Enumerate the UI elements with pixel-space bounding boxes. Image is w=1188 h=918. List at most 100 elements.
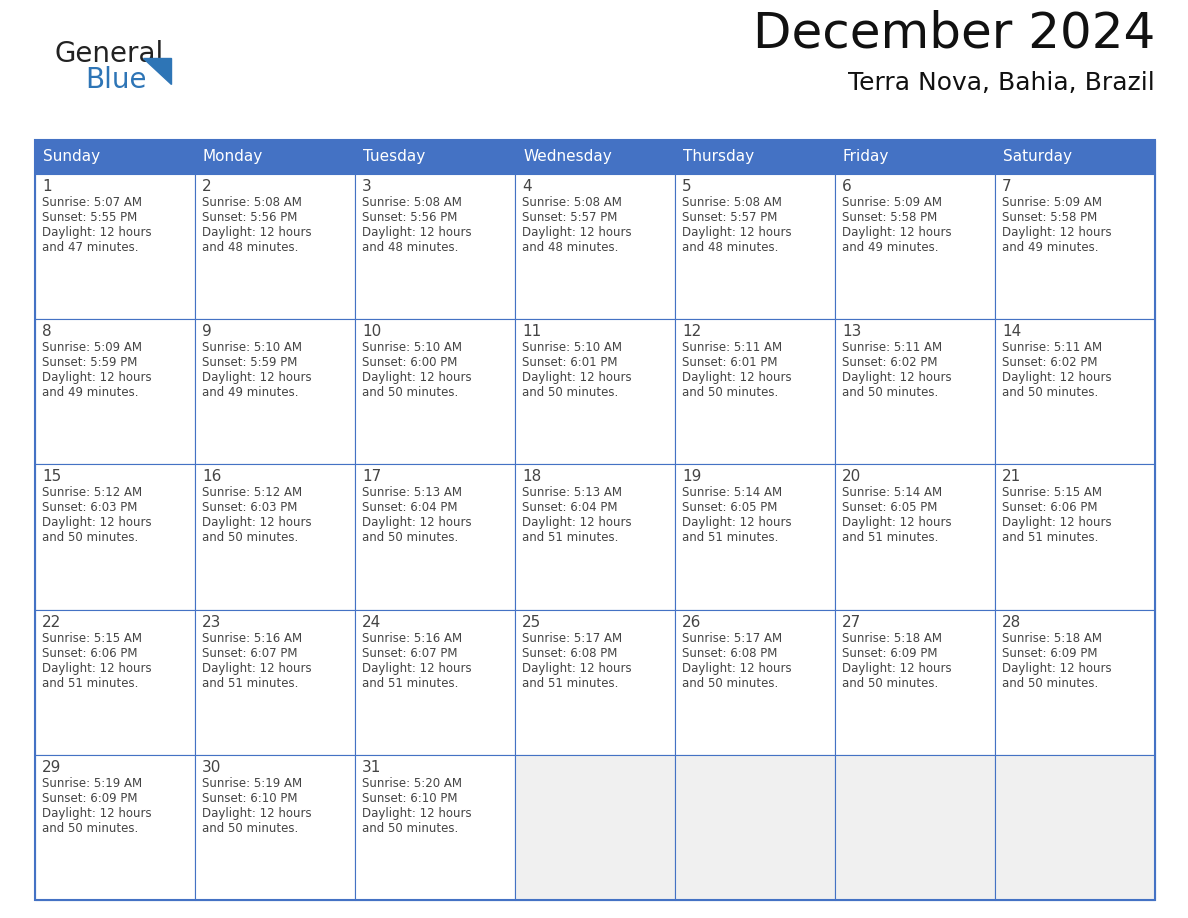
- Text: Sunrise: 5:16 AM: Sunrise: 5:16 AM: [202, 632, 302, 644]
- Bar: [34, 140, 1155, 900]
- Text: and 50 minutes.: and 50 minutes.: [522, 386, 618, 399]
- Text: Daylight: 12 hours: Daylight: 12 hours: [842, 662, 952, 675]
- Text: Daylight: 12 hours: Daylight: 12 hours: [682, 371, 791, 385]
- Text: and 49 minutes.: and 49 minutes.: [1001, 241, 1099, 254]
- Text: Sunrise: 5:08 AM: Sunrise: 5:08 AM: [522, 196, 621, 209]
- Text: Daylight: 12 hours: Daylight: 12 hours: [682, 517, 791, 530]
- Text: and 50 minutes.: and 50 minutes.: [42, 822, 138, 834]
- Text: 3: 3: [362, 179, 372, 194]
- Text: Daylight: 12 hours: Daylight: 12 hours: [842, 371, 952, 385]
- Text: Sunset: 6:02 PM: Sunset: 6:02 PM: [842, 356, 937, 369]
- Text: 26: 26: [682, 614, 701, 630]
- Text: and 51 minutes.: and 51 minutes.: [362, 677, 459, 689]
- Text: Sunset: 6:01 PM: Sunset: 6:01 PM: [522, 356, 618, 369]
- Text: Sunset: 6:07 PM: Sunset: 6:07 PM: [202, 646, 297, 660]
- Text: 30: 30: [202, 760, 221, 775]
- Text: Daylight: 12 hours: Daylight: 12 hours: [202, 662, 311, 675]
- Bar: [996, 610, 1155, 755]
- Text: 10: 10: [362, 324, 381, 339]
- Text: Daylight: 12 hours: Daylight: 12 hours: [1001, 662, 1112, 675]
- Text: 29: 29: [42, 760, 62, 775]
- Text: Sunset: 6:02 PM: Sunset: 6:02 PM: [1001, 356, 1098, 369]
- Bar: [516, 174, 675, 319]
- Text: and 48 minutes.: and 48 minutes.: [362, 241, 459, 254]
- Bar: [34, 610, 195, 755]
- Text: Daylight: 12 hours: Daylight: 12 hours: [362, 371, 472, 385]
- Bar: [195, 465, 355, 610]
- Text: Daylight: 12 hours: Daylight: 12 hours: [362, 517, 472, 530]
- Text: 25: 25: [522, 614, 542, 630]
- Text: 24: 24: [362, 614, 381, 630]
- Text: General: General: [55, 40, 164, 68]
- Text: Friday: Friday: [843, 150, 890, 164]
- Text: Sunrise: 5:09 AM: Sunrise: 5:09 AM: [1001, 196, 1102, 209]
- Text: 19: 19: [682, 469, 701, 485]
- Text: and 49 minutes.: and 49 minutes.: [842, 241, 939, 254]
- Text: Daylight: 12 hours: Daylight: 12 hours: [42, 226, 152, 239]
- Bar: [355, 174, 516, 319]
- Text: and 50 minutes.: and 50 minutes.: [362, 822, 459, 834]
- Text: Sunrise: 5:09 AM: Sunrise: 5:09 AM: [42, 341, 143, 354]
- Text: Sunrise: 5:10 AM: Sunrise: 5:10 AM: [362, 341, 462, 354]
- Text: Sunset: 5:59 PM: Sunset: 5:59 PM: [42, 356, 138, 369]
- Text: Sunrise: 5:12 AM: Sunrise: 5:12 AM: [42, 487, 143, 499]
- Text: Daylight: 12 hours: Daylight: 12 hours: [682, 662, 791, 675]
- Text: and 50 minutes.: and 50 minutes.: [682, 386, 778, 399]
- Text: Daylight: 12 hours: Daylight: 12 hours: [42, 662, 152, 675]
- Text: Sunrise: 5:18 AM: Sunrise: 5:18 AM: [1001, 632, 1102, 644]
- Text: Sunrise: 5:19 AM: Sunrise: 5:19 AM: [202, 777, 302, 789]
- Text: Sunrise: 5:13 AM: Sunrise: 5:13 AM: [522, 487, 623, 499]
- Text: 5: 5: [682, 179, 691, 194]
- Text: Sunrise: 5:11 AM: Sunrise: 5:11 AM: [682, 341, 782, 354]
- Bar: [195, 755, 355, 900]
- Bar: [195, 610, 355, 755]
- Text: Sunrise: 5:10 AM: Sunrise: 5:10 AM: [522, 341, 623, 354]
- Text: Sunrise: 5:08 AM: Sunrise: 5:08 AM: [362, 196, 462, 209]
- Bar: [675, 174, 835, 319]
- Text: Daylight: 12 hours: Daylight: 12 hours: [42, 517, 152, 530]
- Bar: [996, 140, 1155, 174]
- Text: Sunset: 6:06 PM: Sunset: 6:06 PM: [1001, 501, 1098, 514]
- Text: and 50 minutes.: and 50 minutes.: [1001, 386, 1098, 399]
- Text: Blue: Blue: [86, 66, 146, 94]
- Bar: [835, 465, 996, 610]
- Text: Sunset: 5:58 PM: Sunset: 5:58 PM: [842, 211, 937, 224]
- Text: and 50 minutes.: and 50 minutes.: [42, 532, 138, 544]
- Text: 9: 9: [202, 324, 211, 339]
- Text: Daylight: 12 hours: Daylight: 12 hours: [362, 662, 472, 675]
- Text: Sunset: 5:58 PM: Sunset: 5:58 PM: [1001, 211, 1098, 224]
- Text: Daylight: 12 hours: Daylight: 12 hours: [42, 371, 152, 385]
- Text: Sunrise: 5:08 AM: Sunrise: 5:08 AM: [202, 196, 302, 209]
- Text: and 47 minutes.: and 47 minutes.: [42, 241, 139, 254]
- Text: Sunrise: 5:11 AM: Sunrise: 5:11 AM: [842, 341, 942, 354]
- Bar: [675, 140, 835, 174]
- Text: 31: 31: [362, 760, 381, 775]
- Text: 14: 14: [1001, 324, 1022, 339]
- Text: Sunset: 6:09 PM: Sunset: 6:09 PM: [1001, 646, 1098, 660]
- Text: and 51 minutes.: and 51 minutes.: [682, 532, 778, 544]
- Polygon shape: [143, 58, 171, 84]
- Text: Daylight: 12 hours: Daylight: 12 hours: [202, 371, 311, 385]
- Bar: [355, 319, 516, 465]
- Text: Sunset: 6:08 PM: Sunset: 6:08 PM: [682, 646, 777, 660]
- Text: Tuesday: Tuesday: [364, 150, 425, 164]
- Text: Sunset: 6:04 PM: Sunset: 6:04 PM: [362, 501, 457, 514]
- Text: Daylight: 12 hours: Daylight: 12 hours: [1001, 226, 1112, 239]
- Text: Sunset: 6:05 PM: Sunset: 6:05 PM: [682, 501, 777, 514]
- Text: Sunset: 6:08 PM: Sunset: 6:08 PM: [522, 646, 618, 660]
- Text: and 50 minutes.: and 50 minutes.: [682, 677, 778, 689]
- Bar: [835, 174, 996, 319]
- Text: Sunset: 5:56 PM: Sunset: 5:56 PM: [202, 211, 297, 224]
- Text: and 50 minutes.: and 50 minutes.: [362, 532, 459, 544]
- Bar: [516, 755, 675, 900]
- Bar: [195, 140, 355, 174]
- Text: 17: 17: [362, 469, 381, 485]
- Text: Daylight: 12 hours: Daylight: 12 hours: [682, 226, 791, 239]
- Bar: [355, 610, 516, 755]
- Bar: [195, 174, 355, 319]
- Text: Terra Nova, Bahia, Brazil: Terra Nova, Bahia, Brazil: [848, 71, 1155, 95]
- Bar: [996, 755, 1155, 900]
- Text: Sunrise: 5:16 AM: Sunrise: 5:16 AM: [362, 632, 462, 644]
- Bar: [355, 755, 516, 900]
- Text: Sunrise: 5:11 AM: Sunrise: 5:11 AM: [1001, 341, 1102, 354]
